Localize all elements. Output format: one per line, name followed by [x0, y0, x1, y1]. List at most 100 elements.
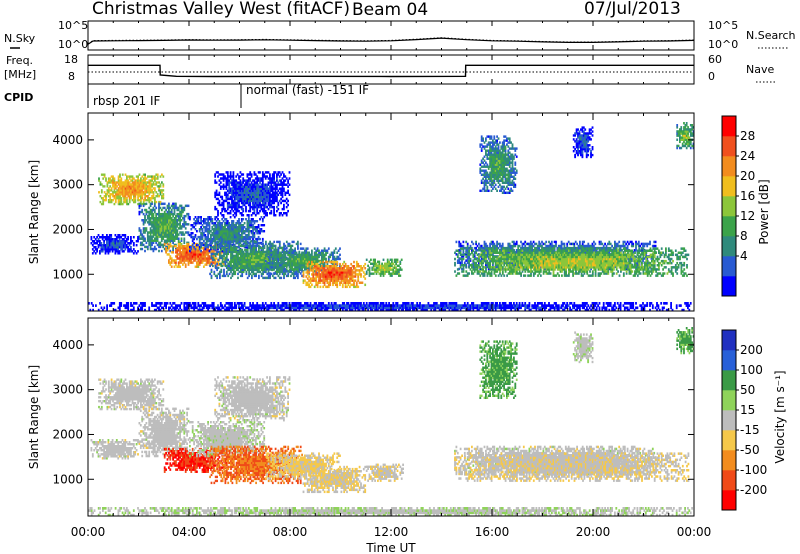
- power-cell: [218, 230, 221, 233]
- power-cell: [306, 269, 309, 272]
- power-cell: [179, 223, 181, 226]
- power-cell: [360, 273, 362, 276]
- power-cell: [175, 237, 177, 240]
- power-cell: [138, 204, 141, 208]
- power-cell: [455, 240, 458, 244]
- power-cell: [155, 239, 158, 242]
- power-cell: [151, 239, 153, 242]
- power-cell: [135, 189, 138, 192]
- power-cell: [146, 233, 149, 236]
- power-cell: [168, 243, 170, 247]
- power-cell: [148, 223, 151, 226]
- power-cell: [153, 229, 156, 232]
- power-cell: [246, 235, 249, 239]
- power-cell: [312, 262, 315, 266]
- power-cell: [187, 245, 190, 248]
- power-cell: [224, 235, 226, 239]
- power-cell: [120, 189, 123, 192]
- power-cell: [159, 225, 162, 228]
- power-cell: [116, 193, 119, 196]
- power-cell: [151, 175, 153, 178]
- power-cell: [158, 219, 160, 222]
- power-cell: [176, 265, 179, 268]
- power-cell: [126, 175, 128, 178]
- power-cell: [242, 224, 245, 227]
- power-cell: [153, 219, 156, 222]
- power-cell: [236, 220, 239, 223]
- power-cell: [222, 235, 225, 239]
- power-cell: [152, 206, 155, 210]
- power-cell: [103, 175, 106, 178]
- power-cell: [203, 257, 205, 260]
- power-cell: [116, 197, 119, 200]
- power-cell: [170, 261, 173, 264]
- power-cell: [168, 206, 170, 210]
- power-cell: [144, 193, 146, 196]
- power-cell: [306, 262, 309, 266]
- power-cell: [158, 204, 160, 208]
- power-cell: [196, 263, 198, 266]
- power-cell: [218, 245, 221, 249]
- power-cell: [149, 175, 152, 178]
- power-cell: [148, 185, 151, 188]
- power-cell: [138, 202, 141, 206]
- power-cell: [160, 243, 163, 247]
- power-cell: [119, 187, 121, 190]
- power-cell: [208, 251, 211, 254]
- power-cell: [217, 234, 219, 237]
- power-cell: [151, 212, 153, 216]
- power-cell: [158, 231, 160, 234]
- power-cell: [333, 262, 336, 266]
- power-cell: [151, 183, 153, 186]
- power-cell: [109, 185, 112, 188]
- power-cell: [357, 285, 360, 289]
- date-label: 07/Jul/2013: [584, 0, 681, 19]
- power-cell: [137, 179, 139, 182]
- power-cell: [152, 193, 155, 196]
- power-cell: [113, 202, 116, 206]
- power-cell: [247, 241, 250, 245]
- power-cell: [168, 204, 170, 208]
- power-cell: [184, 251, 187, 254]
- power-cell: [273, 268, 275, 271]
- power-cell: [152, 227, 155, 230]
- power-cell: [152, 191, 155, 194]
- power-cell: [155, 237, 158, 240]
- power-cell: [222, 220, 225, 223]
- power-cell: [151, 247, 153, 251]
- power-cell: [205, 224, 208, 227]
- power-cell: [280, 251, 282, 254]
- power-cell: [159, 235, 162, 238]
- power-cell: [156, 235, 159, 238]
- power-cell: [204, 230, 207, 233]
- power-cell: [187, 223, 190, 226]
- power-cell: [175, 225, 177, 228]
- power-cell: [287, 189, 289, 193]
- power-cell: [226, 230, 229, 233]
- power-cell: [168, 235, 170, 238]
- power-cell: [247, 230, 250, 233]
- power-cell: [200, 216, 202, 219]
- power-cell: [187, 233, 190, 236]
- power-cell: [287, 179, 289, 182]
- power-cell: [265, 240, 267, 244]
- power-cell: [130, 175, 132, 178]
- power-cell: [238, 234, 240, 237]
- power-cell: [190, 234, 193, 237]
- power-cell: [148, 231, 151, 234]
- power-cell: [232, 241, 235, 245]
- power-cell: [138, 183, 141, 186]
- power-cell: [117, 193, 120, 196]
- power-cell: [160, 217, 163, 220]
- power-cell: [98, 177, 100, 180]
- power-cell: [152, 223, 155, 226]
- power-cell: [168, 239, 170, 242]
- power-cell: [180, 255, 183, 258]
- power-cell: [163, 221, 166, 224]
- power-cell: [119, 179, 121, 182]
- power-cell: [148, 243, 151, 247]
- power-cell: [283, 203, 285, 207]
- power-cell: [239, 237, 242, 241]
- power-cell: [194, 251, 197, 254]
- power-cell: [158, 241, 160, 245]
